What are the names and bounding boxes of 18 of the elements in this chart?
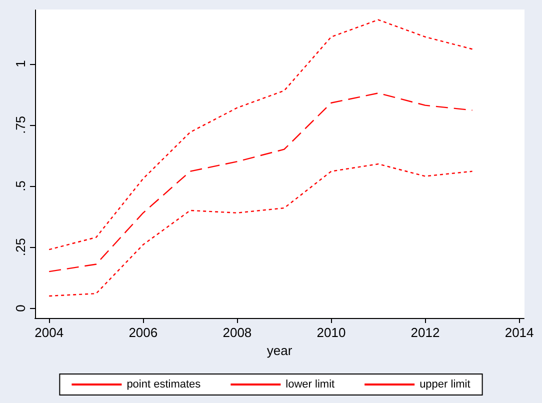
y-tick-label: .25	[13, 238, 28, 256]
x-tick-label: 2014	[504, 325, 534, 340]
y-tick-label: 1	[13, 60, 28, 68]
x-tick-label: 2004	[34, 325, 64, 340]
x-axis-title: year	[266, 342, 293, 358]
line-series	[48, 92, 473, 272]
line-series	[48, 19, 473, 250]
legend-label: point estimates	[126, 378, 202, 390]
x-tick-label: 2012	[410, 325, 440, 340]
x-tick-label: 2010	[316, 325, 346, 340]
legend-label: lower limit	[286, 378, 335, 390]
x-tick-label: 2008	[222, 325, 252, 340]
y-tick-label: .5	[13, 180, 28, 192]
line-series	[48, 163, 473, 297]
legend-label: upper limit	[420, 378, 470, 390]
x-tick-label: 2006	[128, 325, 158, 340]
y-tick-label: .75	[13, 116, 28, 134]
y-tick-label: 0	[13, 304, 28, 312]
